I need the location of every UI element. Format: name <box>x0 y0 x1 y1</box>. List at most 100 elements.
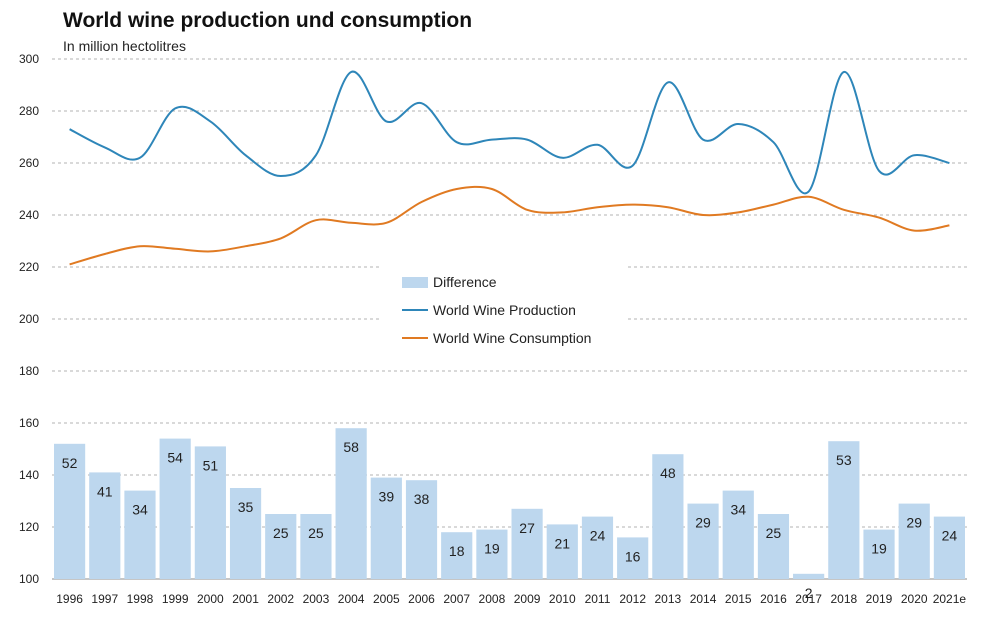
bar <box>652 454 684 579</box>
bar-data-label: 16 <box>625 548 641 564</box>
bar <box>863 529 895 579</box>
x-tick-label: 2002 <box>267 592 294 606</box>
bar <box>511 508 543 579</box>
bar-data-label: 54 <box>167 450 183 466</box>
bar-data-label: 21 <box>554 535 570 551</box>
x-tick-label: 2021e <box>933 592 967 606</box>
x-tick-label: 2000 <box>197 592 224 606</box>
bar-data-label: 29 <box>906 515 922 531</box>
x-tick-label: 2015 <box>725 592 752 606</box>
bar <box>54 443 86 579</box>
x-tick-label: 2009 <box>514 592 541 606</box>
bar <box>898 503 930 579</box>
bar-data-label: 58 <box>343 439 359 455</box>
bar <box>546 524 578 579</box>
chart-subtitle: In million hectolitres <box>63 38 186 54</box>
bar-data-label: 51 <box>203 457 219 473</box>
x-tick-label: 2011 <box>585 592 611 606</box>
y-tick-label: 240 <box>19 208 39 222</box>
bar-data-label: 24 <box>942 528 958 544</box>
x-tick-label: 1997 <box>91 592 118 606</box>
bar <box>793 573 825 579</box>
x-tick-label: 2010 <box>549 592 576 606</box>
bar-data-label: 52 <box>62 455 78 471</box>
bar-data-label: 35 <box>238 499 254 515</box>
x-tick-label: 2014 <box>690 592 717 606</box>
bar <box>828 441 860 579</box>
x-tick-label: 2020 <box>901 592 928 606</box>
x-tick-label: 1996 <box>56 592 83 606</box>
bar-data-label: 18 <box>449 543 465 559</box>
bar-data-label: 27 <box>519 520 535 536</box>
legend-label: World Wine Consumption <box>433 330 591 346</box>
legend-swatch <box>402 277 428 288</box>
x-tick-label: 2012 <box>619 592 646 606</box>
x-tick-label: 2005 <box>373 592 400 606</box>
y-tick-label: 280 <box>19 104 39 118</box>
legend: Difference World Wine Production World Win… <box>380 266 628 350</box>
bar-data-label: 29 <box>695 515 711 531</box>
series-line <box>69 185 950 266</box>
x-tick-label: 2019 <box>866 592 893 606</box>
bar-data-label: 24 <box>590 528 606 544</box>
bar-data-label: 38 <box>414 491 430 507</box>
x-tick-label: 2004 <box>338 592 365 606</box>
bar <box>476 529 508 579</box>
chart-title: World wine production und consumption <box>63 9 473 32</box>
x-tick-label: 2001 <box>232 592 259 606</box>
bar-data-label: 48 <box>660 465 676 481</box>
y-tick-label: 120 <box>19 520 39 534</box>
bar-series: 52 41 34 54 51 35 25 25 58 39 38 18 19 27 21 24 16 48 29 34… <box>54 428 965 601</box>
x-tick-label: 2007 <box>443 592 470 606</box>
bar <box>300 514 332 579</box>
bar <box>722 490 754 579</box>
x-tick-label: 2003 <box>303 592 330 606</box>
bar-data-label: 25 <box>273 525 289 541</box>
legend-label: Difference <box>433 274 497 290</box>
y-axis: 100 120 140 160 180 200 220 240 260 280 300 <box>19 52 39 586</box>
bar <box>265 514 297 579</box>
bar <box>194 446 226 579</box>
bar-data-label: 2 <box>805 585 813 601</box>
y-tick-label: 200 <box>19 312 39 326</box>
bar-data-label: 25 <box>766 525 782 541</box>
y-tick-label: 140 <box>19 468 39 482</box>
bar-data-label: 39 <box>379 489 395 505</box>
x-tick-label: 2008 <box>479 592 506 606</box>
y-tick-label: 100 <box>19 572 39 586</box>
bar-data-label: 53 <box>836 452 852 468</box>
bar <box>405 480 438 579</box>
y-tick-label: 300 <box>19 52 39 66</box>
bar <box>441 532 473 579</box>
y-tick-label: 260 <box>19 156 39 170</box>
x-tick-label: 2006 <box>408 592 435 606</box>
series-line <box>69 70 950 195</box>
line-series <box>69 70 950 266</box>
bar-data-label: 19 <box>484 541 500 557</box>
y-tick-label: 180 <box>19 364 39 378</box>
x-tick-label: 2018 <box>830 592 857 606</box>
bar <box>757 514 790 579</box>
bar <box>335 428 367 579</box>
x-tick-label: 1998 <box>127 592 154 606</box>
bar-data-label: 34 <box>730 502 746 518</box>
bar-data-label: 19 <box>871 541 887 557</box>
bar-data-label: 25 <box>308 525 324 541</box>
bar <box>124 490 156 579</box>
bar <box>581 516 614 579</box>
bar <box>687 503 719 579</box>
x-axis: 1996 1997 1998 1999 2000 2001 2002 2003 2004 2005… <box>56 592 966 606</box>
bar <box>89 472 121 579</box>
bar <box>617 537 649 579</box>
bar-data-label: 41 <box>97 483 113 499</box>
legend-label: World Wine Production <box>433 302 576 318</box>
x-tick-label: 2013 <box>655 592 682 606</box>
x-tick-label: 2017 <box>795 592 822 606</box>
bar <box>933 516 965 579</box>
y-tick-label: 160 <box>19 416 39 430</box>
bar <box>370 477 402 579</box>
y-tick-label: 220 <box>19 260 39 274</box>
bar <box>229 488 262 579</box>
bar <box>159 438 191 579</box>
